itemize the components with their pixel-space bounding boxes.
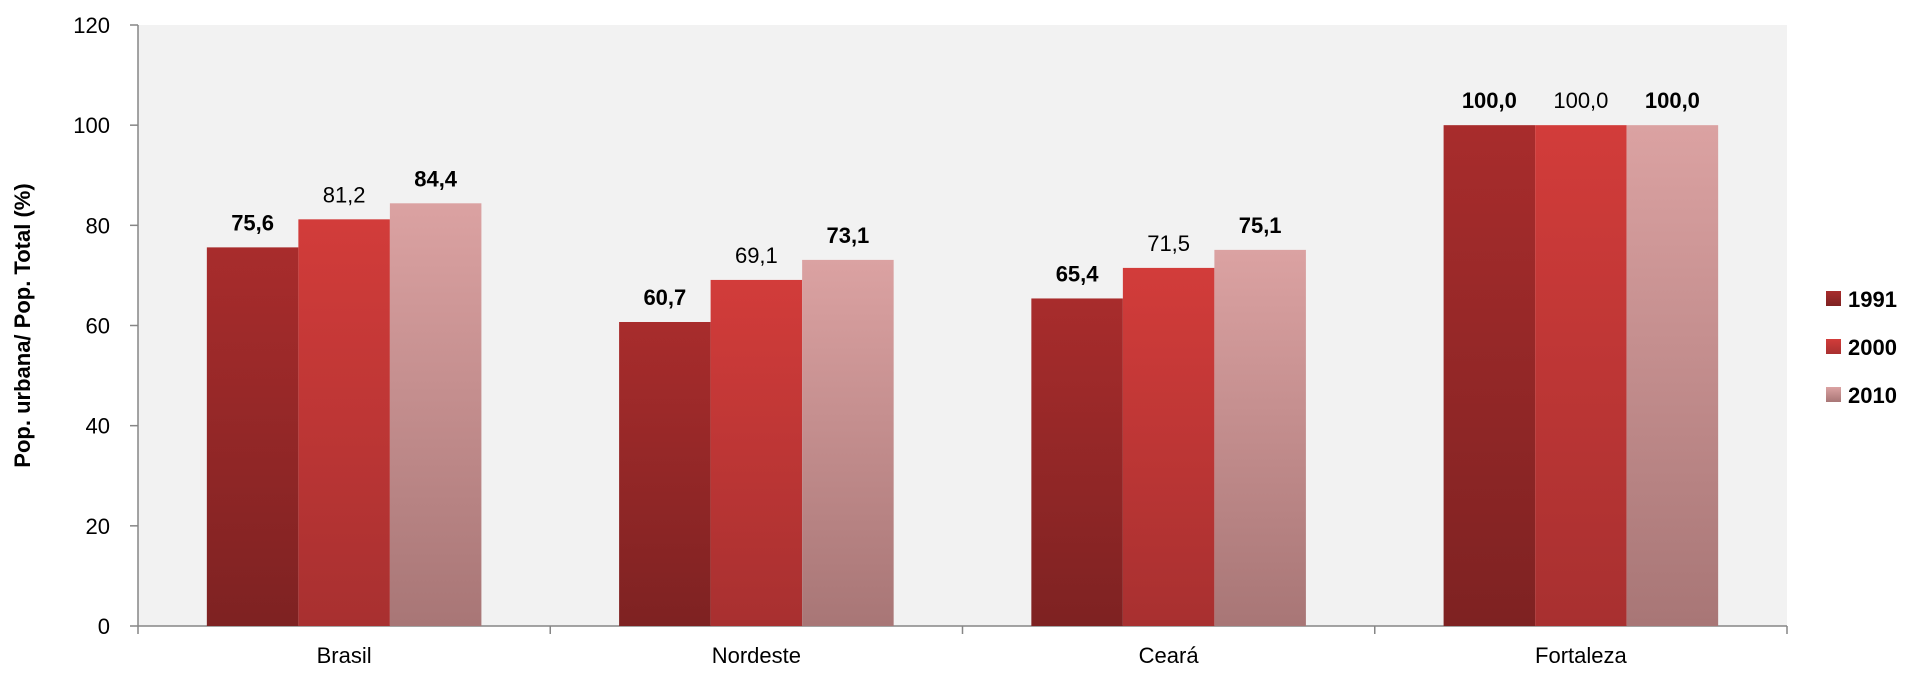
data-label: 60,7 <box>643 285 686 310</box>
y-axis-title: Pop. urbana/ Pop. Total (%) <box>10 183 35 467</box>
data-label: 100,0 <box>1553 88 1608 113</box>
data-label: 71,5 <box>1147 231 1190 256</box>
bar-2000-fortaleza <box>1535 125 1627 627</box>
data-label: 75,1 <box>1239 213 1282 238</box>
bar-1991-fortaleza <box>1443 125 1536 627</box>
bar-1991-nordeste <box>619 321 711 626</box>
legend-label: 1991 <box>1848 287 1897 312</box>
y-tick-label: 100 <box>73 113 110 138</box>
category-label: Fortaleza <box>1535 643 1627 668</box>
data-label: 100,0 <box>1645 88 1700 113</box>
y-tick-label: 120 <box>73 13 110 38</box>
data-label: 73,1 <box>826 223 869 248</box>
data-label: 84,4 <box>414 166 458 191</box>
legend-swatch <box>1826 339 1841 354</box>
legend-swatch <box>1826 387 1841 402</box>
y-tick-label: 60 <box>86 314 110 339</box>
bar-1991-brasil <box>206 247 299 626</box>
y-tick-label: 40 <box>86 414 110 439</box>
y-tick-label: 20 <box>86 514 110 539</box>
bar-2010-brasil <box>389 203 482 626</box>
data-label: 65,4 <box>1056 261 1100 286</box>
category-label: Brasil <box>317 643 372 668</box>
y-tick-label: 80 <box>86 213 110 238</box>
bar-2010-ceará <box>1214 249 1306 627</box>
data-label: 100,0 <box>1462 88 1517 113</box>
data-label: 69,1 <box>735 243 778 268</box>
bar-2000-ceará <box>1122 267 1215 626</box>
data-label: 81,2 <box>323 182 366 207</box>
legend-swatch <box>1826 291 1841 306</box>
y-tick-label: 0 <box>98 614 110 639</box>
bar-2000-nordeste <box>710 279 803 626</box>
bar-2000-brasil <box>298 219 390 626</box>
category-label: Ceará <box>1139 643 1200 668</box>
bar-1991-ceará <box>1031 298 1123 626</box>
legend-label: 2000 <box>1848 335 1897 360</box>
category-label: Nordeste <box>712 643 801 668</box>
data-label: 75,6 <box>231 210 274 235</box>
bar-2010-nordeste <box>802 259 894 626</box>
bar-2010-fortaleza <box>1626 125 1719 627</box>
legend-label: 2010 <box>1848 383 1897 408</box>
